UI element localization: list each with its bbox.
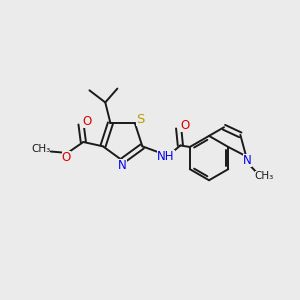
Text: N: N xyxy=(118,159,127,172)
Text: NH: NH xyxy=(157,150,175,163)
Text: O: O xyxy=(180,119,190,132)
Text: CH₃: CH₃ xyxy=(31,144,50,154)
Text: O: O xyxy=(82,115,92,128)
Text: CH₃: CH₃ xyxy=(255,171,274,181)
Text: N: N xyxy=(243,154,252,167)
Text: O: O xyxy=(62,151,71,164)
Text: S: S xyxy=(136,113,144,126)
